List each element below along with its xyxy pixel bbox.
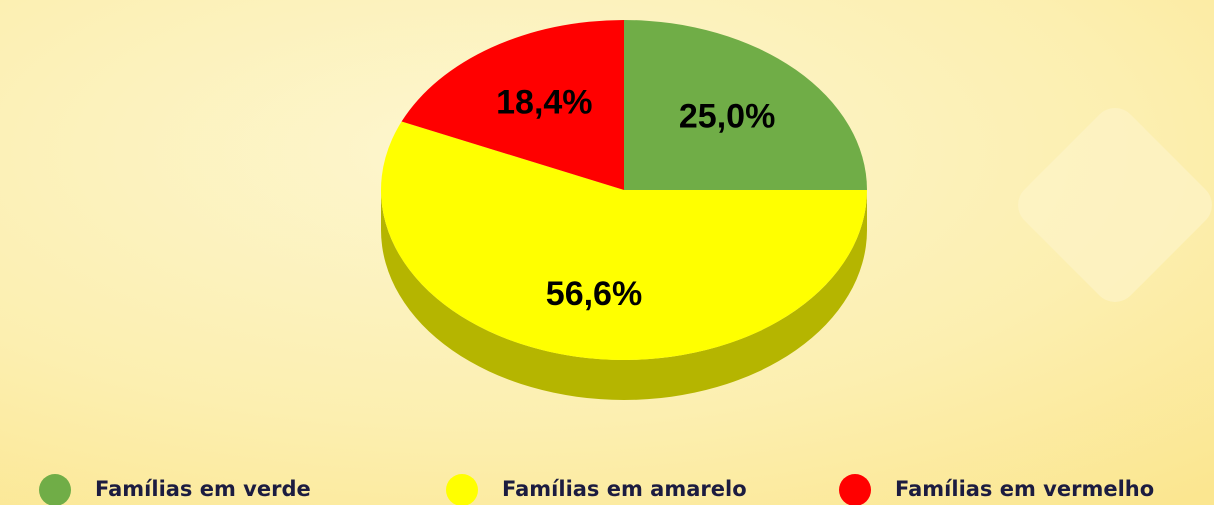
pie-side [381,190,867,400]
pie-slice [380,121,867,361]
legend-swatch [39,474,71,505]
legend-swatch [446,474,478,505]
decoration [1018,108,1212,302]
pie-slice [401,20,624,190]
legend-label: Famílias em vermelho [895,477,1154,501]
data-label: 18,4% [496,84,592,122]
pie-slice [624,20,867,190]
pie: 25,0% 56,6% 18,4% [380,20,867,400]
data-label: 56,6% [546,275,642,313]
legend: Famílias em verde Famílias em amarelo Famí… [39,474,1154,505]
legend-label: Famílias em amarelo [502,477,747,501]
legend-swatch [839,474,871,505]
data-label: 25,0% [679,97,775,135]
legend-label: Famílias em verde [95,477,311,501]
